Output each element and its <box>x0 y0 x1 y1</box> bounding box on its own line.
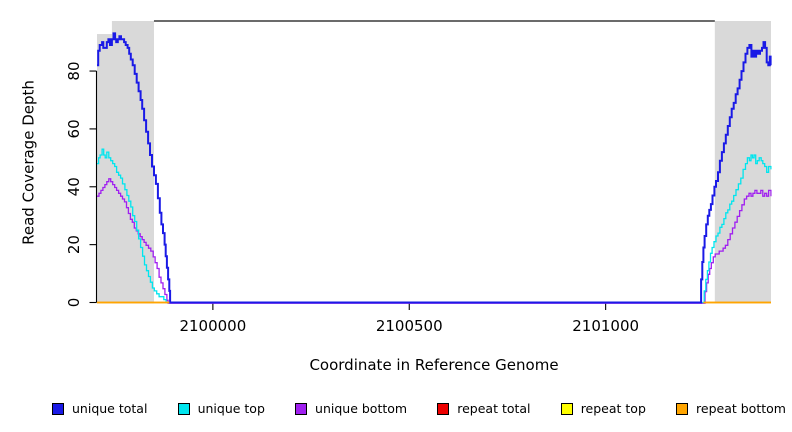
legend-item-unique-top: unique top <box>177 401 265 416</box>
legend-item-repeat-total: repeat total <box>437 401 531 416</box>
x-axis-title: Coordinate in Reference Genome <box>309 356 559 374</box>
legend-label-repeat-top: repeat top <box>580 401 646 416</box>
legend-swatch-unique-bottom <box>295 402 308 415</box>
chart-legend: unique total unique top unique bottom re… <box>52 401 786 416</box>
legend-item-unique-total: unique total <box>52 401 147 416</box>
x-tick-label: 2100000 <box>179 317 246 335</box>
y-tick-label: 40 <box>65 177 83 196</box>
legend-item-repeat-bottom: repeat bottom <box>676 401 786 416</box>
series-path <box>97 148 772 304</box>
x-tick-label: 2101000 <box>572 317 639 335</box>
legend-label-unique-total: unique total <box>72 401 148 416</box>
repeat-region-left-b <box>111 21 154 304</box>
legend-swatch-repeat-top <box>560 402 573 415</box>
legend-item-unique-bottom: unique bottom <box>295 401 407 416</box>
legend-label-unique-bottom: unique bottom <box>315 401 408 416</box>
series-unique-top <box>97 148 772 304</box>
legend-swatch-unique-top <box>177 402 190 415</box>
y-axis-title: Read Coverage Depth <box>19 80 38 245</box>
y-tick-label: 60 <box>65 119 83 138</box>
legend-item-repeat-top: repeat top <box>560 401 646 416</box>
legend-label-repeat-total: repeat total <box>457 401 531 416</box>
legend-swatch-unique-total <box>52 402 64 415</box>
series-unique-total <box>97 32 772 304</box>
y-tick-label: 0 <box>65 298 83 308</box>
series-unique-bottom <box>97 178 772 304</box>
series-path <box>97 178 772 304</box>
series-path <box>97 32 772 304</box>
y-tick-label: 80 <box>65 62 83 81</box>
legend-label-repeat-bottom: repeat bottom <box>696 401 786 416</box>
x-tick-label: 2100500 <box>376 317 443 335</box>
legend-label-unique-top: unique top <box>197 401 265 416</box>
legend-swatch-repeat-bottom <box>676 402 689 415</box>
y-tick-label: 20 <box>65 235 83 254</box>
legend-swatch-repeat-total <box>437 402 450 415</box>
